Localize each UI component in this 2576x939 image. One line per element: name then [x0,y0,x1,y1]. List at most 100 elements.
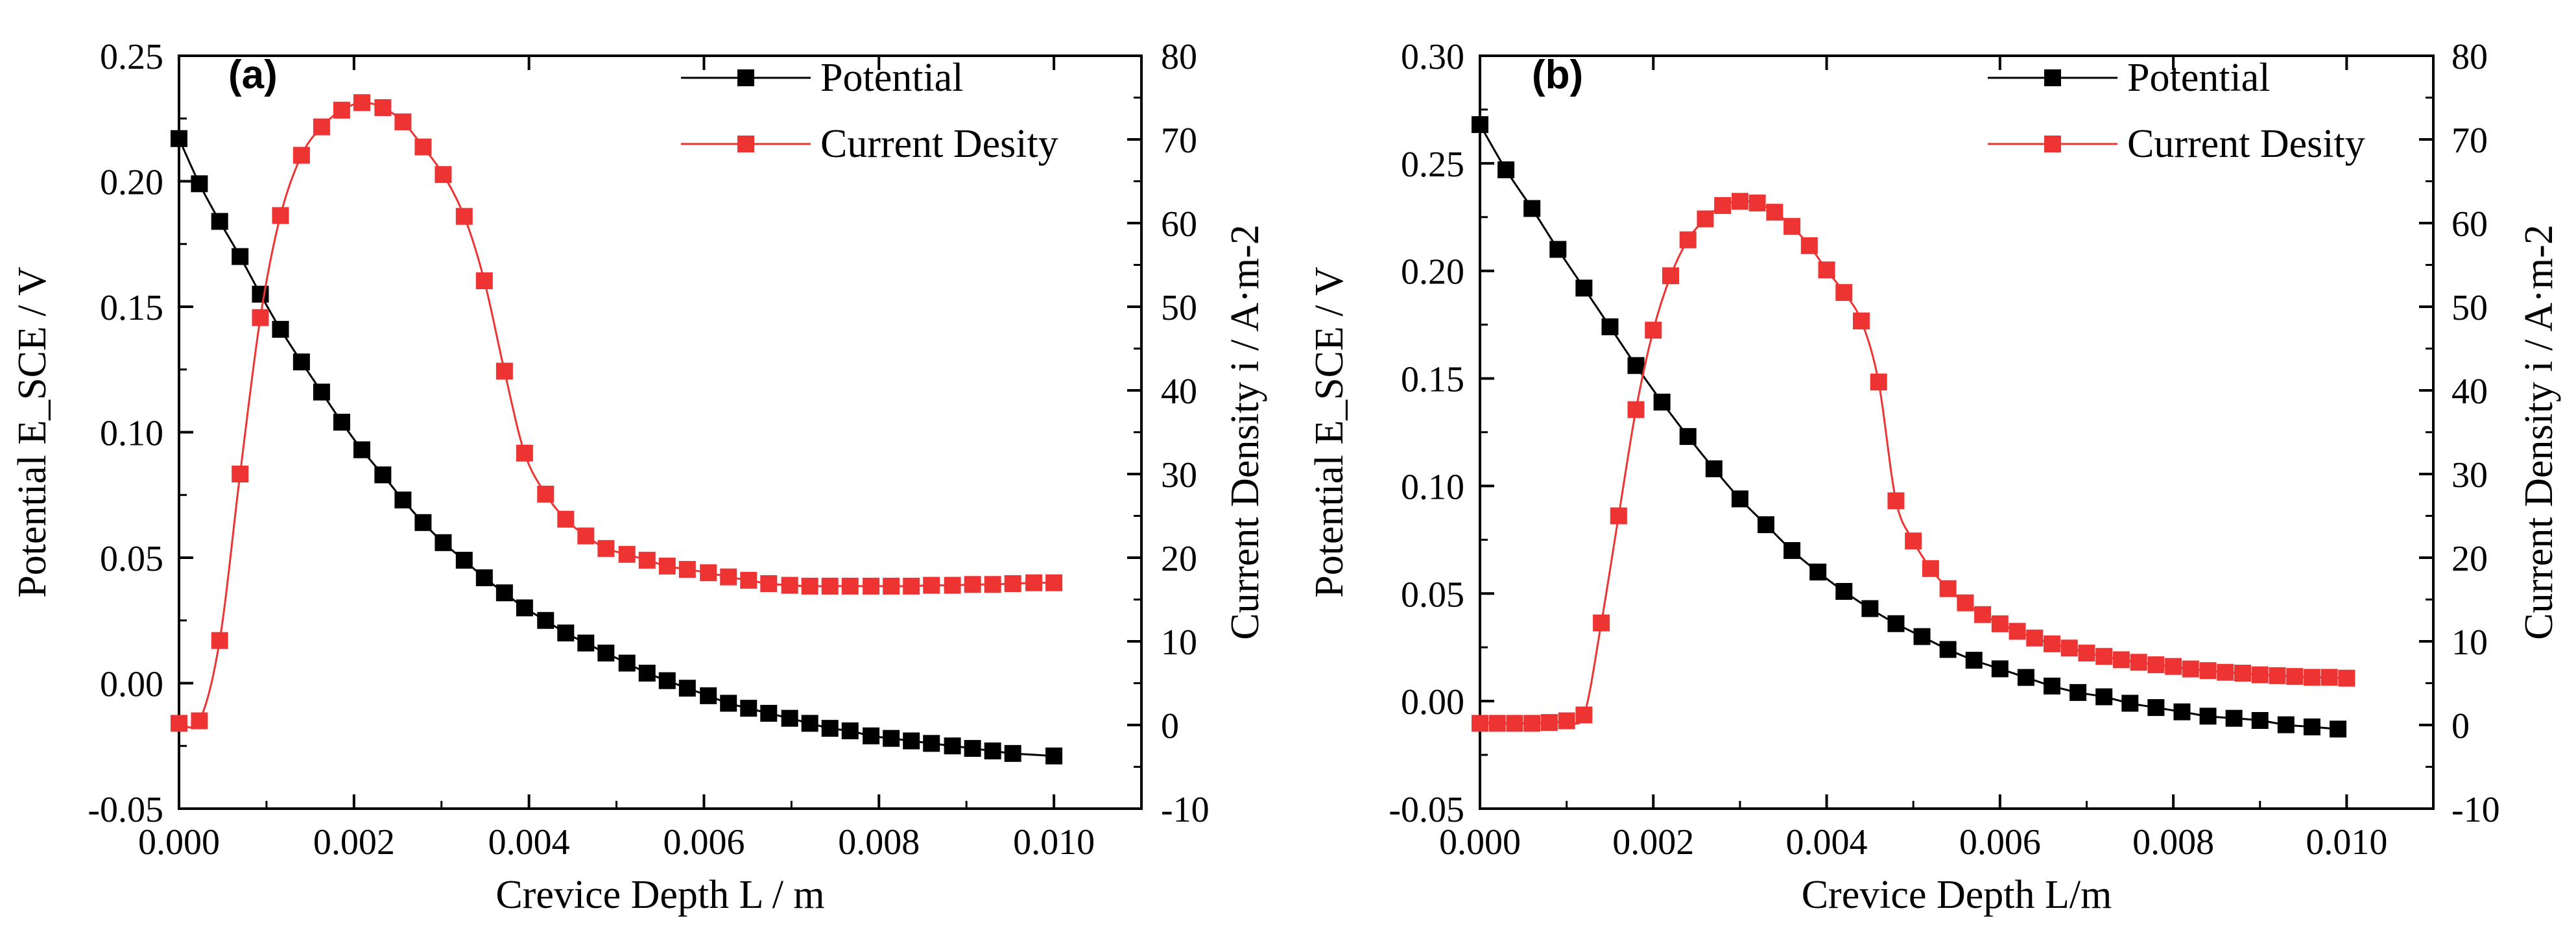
data-point [883,577,900,595]
data-point [1783,541,1801,559]
panel-label: (b) [1532,53,1583,97]
data-point [863,727,880,744]
data-point [2251,711,2269,729]
legend-entry: Potential [681,56,963,100]
data-point [1679,428,1697,446]
data-point [1835,284,1853,302]
data-point [863,577,880,595]
data-point [944,576,961,594]
data-point [394,491,412,508]
x-tick-label: 0.002 [1612,822,1694,862]
y-left-tick-label: 0.25 [1401,145,1464,185]
data-point [1601,318,1619,335]
data-point [577,527,595,545]
data-point [1905,532,1922,550]
data-point [903,577,920,595]
data-point [435,534,452,551]
data-point [638,665,656,682]
legend-entry: Potential [1988,56,2270,100]
data-point [1818,261,1835,279]
data-point [597,540,615,557]
legend-label: Potential [820,56,963,100]
x-tick-label: 0.004 [1786,822,1868,862]
data-point [700,564,717,582]
series-current-desity [1472,193,2355,732]
legend-entry: Current Desity [1988,122,2365,166]
data-point [171,130,187,147]
data-point [2121,695,2139,712]
data-point [801,577,818,595]
data-point [1697,210,1714,228]
data-point [2269,667,2286,684]
data-point [1472,116,1488,134]
data-point [292,353,310,371]
data-point [1662,267,1679,285]
data-point [1974,606,1992,623]
data-point [1488,715,1506,732]
data-point [2303,718,2320,735]
data-point [1004,575,1021,592]
data-point [1957,594,1974,612]
series-line [178,101,1055,729]
series-potential [1472,116,2346,738]
data-point [537,612,555,629]
data-point [2182,660,2199,678]
plot-frame [1479,54,2435,810]
x-tick-label: 0.004 [488,822,570,862]
y-right-tick-label: 30 [1161,455,1197,495]
data-point [516,444,533,462]
y-left-axis-title: Potential E_SCE / V [10,267,54,598]
data-point [2060,639,2078,657]
data-point [1645,322,1662,339]
y-right-tick-label: 20 [2451,539,2488,579]
data-point [495,363,513,380]
data-point [1991,615,2009,632]
legend-marker [2044,136,2061,152]
data-point [191,175,208,193]
x-tick-label: 0.010 [2306,822,2387,862]
data-point [2217,663,2234,681]
y-right-tick-label: 10 [2451,623,2488,663]
data-point [1887,492,1905,510]
y-right-tick-label: 40 [1161,372,1197,412]
data-point [455,551,473,569]
data-point [618,654,636,672]
x-tick-label: 0.008 [838,822,920,862]
data-point [374,99,392,116]
y-right-tick-label: -10 [2451,790,2500,830]
data-point [638,551,656,569]
x-tick-label: 0.000 [138,822,220,862]
data-point [516,599,533,617]
data-point [292,147,310,164]
data-point [1045,574,1063,591]
legend-entry: Current Desity [681,122,1058,166]
data-point [2199,662,2217,680]
data-point [2069,683,2087,701]
data-point [801,715,818,732]
data-point [1870,374,1887,391]
data-point [353,94,370,112]
legend-label: Potential [2127,56,2270,100]
x-tick-label: 0.006 [663,822,745,862]
data-point [1679,231,1697,248]
data-point [1939,580,1957,597]
data-point [1853,312,1870,329]
data-point [2225,709,2243,727]
data-point [435,166,452,184]
data-point [455,208,473,225]
data-point [1758,516,1774,534]
data-point [923,576,940,594]
data-point [1887,615,1905,632]
data-point [2286,668,2304,685]
y-right-tick-label: 60 [1161,204,1197,244]
data-point [984,576,1001,593]
y-left-tick-label: 0.10 [100,414,163,454]
data-point [232,466,249,482]
legend-marker [737,136,754,152]
x-tick-label: 0.006 [1959,822,2041,862]
data-point [2147,656,2165,674]
data-point [821,720,839,737]
y-axis-left: -0.05 0.00 0.05 0.10 0.15 0.20 0.25 0.30 [1389,37,1494,830]
x-axis: 0.000 0.002 0.004 0.006 0.008 0.010 [138,56,1143,862]
series-line [1479,124,2339,730]
